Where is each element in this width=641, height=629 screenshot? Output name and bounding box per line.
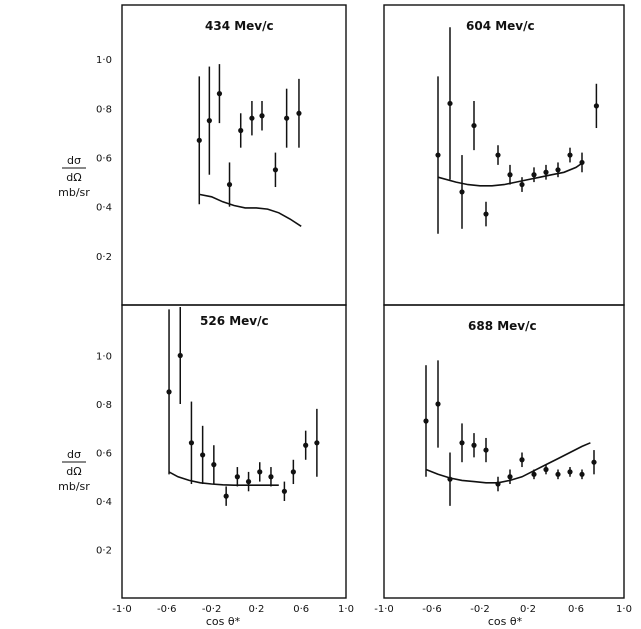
panel-frame-bottom-right [383,304,625,599]
y-tick-label: 0·4 [96,203,112,214]
data-point [196,137,202,143]
data-point [591,459,597,465]
data-point [188,440,195,446]
x-axis-label-right: cos θ* [488,615,523,628]
ylabel-numerator: dσ [67,448,81,461]
data-point [268,474,274,480]
theory-curve [199,193,302,227]
data-point [223,493,229,499]
panel-frame-bottom-left [121,304,347,599]
data-point [471,122,477,129]
x-tick-label: -0·6 [422,604,442,615]
data-point [272,167,279,173]
data-point [519,457,525,463]
ylabel-denominator: dΩ [66,171,81,184]
x-tick-label: -0·2 [470,604,490,615]
data-point [567,469,573,475]
x-tick-label: 0·2 [520,604,536,615]
ylabel-units: mb/sr [58,480,90,493]
panel-frame-top-right [383,4,625,306]
theory-curve [168,471,279,486]
y-tick-label: 1·0 [96,55,112,66]
data-point [303,442,309,448]
data-point [471,442,477,448]
ylabel-denominator: dΩ [66,465,81,478]
y-axis-label-bottom: dσ dΩ mb/sr [58,448,90,493]
y-tick-label: 1·0 [96,352,112,363]
data-point [281,488,287,494]
y-tick-label: 0·6 [96,154,112,165]
y-axis-label-top: dσ dΩ mb/sr [58,154,90,199]
data-point [543,169,549,175]
ylabel-numerator: dσ [67,154,81,167]
y-tick-label: 0·2 [96,546,112,557]
data-point [483,211,489,217]
panel-title-688: 688 Mev/c [468,319,537,333]
x-tick-label: 0·2 [248,604,264,615]
data-point [166,389,172,395]
data-point [200,452,206,458]
data-point [567,152,573,158]
data-point [531,471,537,477]
data-point [296,110,302,116]
data-point [459,440,465,446]
data-point [531,172,537,178]
y-tick-label: 0·4 [96,497,112,508]
x-tick-label: 1·0 [616,604,632,615]
data-point [234,474,240,480]
data-point [216,91,223,97]
data-point [177,352,183,359]
data-point [495,481,501,487]
data-point [519,181,525,188]
data-point [435,152,441,158]
y-tick-label: 0·8 [96,400,112,411]
data-point [507,172,513,178]
data-point [495,152,501,158]
data-point [284,115,290,121]
data-point [435,401,441,407]
data-point [507,474,513,480]
x-tick-label: 0·6 [293,604,309,615]
data-point [226,181,233,188]
data-point [555,471,561,477]
x-tick-label: 0·6 [568,604,584,615]
data-point [593,103,600,109]
data-point [249,115,255,121]
data-point [290,469,296,475]
x-tick-label: -0·6 [157,604,177,615]
data-point [206,118,212,124]
y-tick-label: 0·2 [96,252,112,263]
theory-curve [437,161,584,187]
data-point [259,113,265,119]
y-tick-label: 0·6 [96,449,112,460]
x-axis-label-left: cos θ* [206,615,241,628]
data-point [245,479,252,485]
x-tick-label: -1·0 [374,604,394,615]
panel-frame-top-left [121,4,347,306]
x-tick-label: -0·2 [202,604,222,615]
data-point [257,469,263,475]
data-point [459,189,465,195]
x-tick-label: -1·0 [112,604,132,615]
y-tick-label: 0·8 [96,104,112,115]
panel-title-526: 526 Mev/c [200,314,269,328]
data-point [238,127,244,134]
data-point [543,466,549,473]
panel-title-434: 434 Mev/c [205,19,274,33]
data-point [483,447,489,453]
x-tick-label: 1·0 [338,604,354,615]
data-point [579,471,585,477]
data-point [555,167,561,173]
data-point [314,440,320,446]
ylabel-units: mb/sr [58,186,90,199]
data-point [447,476,453,482]
data-point [211,462,217,468]
data-point [423,418,429,424]
data-point [579,159,585,166]
chart-marks: 0·2 0·4 0·6 0·8 1·0 0·2 0·4 0·6 0·8 1·0 -1·0 -0·6 -0… [96,27,632,615]
panel-title-604: 604 Mev/c [466,19,535,33]
data-point [447,100,453,107]
